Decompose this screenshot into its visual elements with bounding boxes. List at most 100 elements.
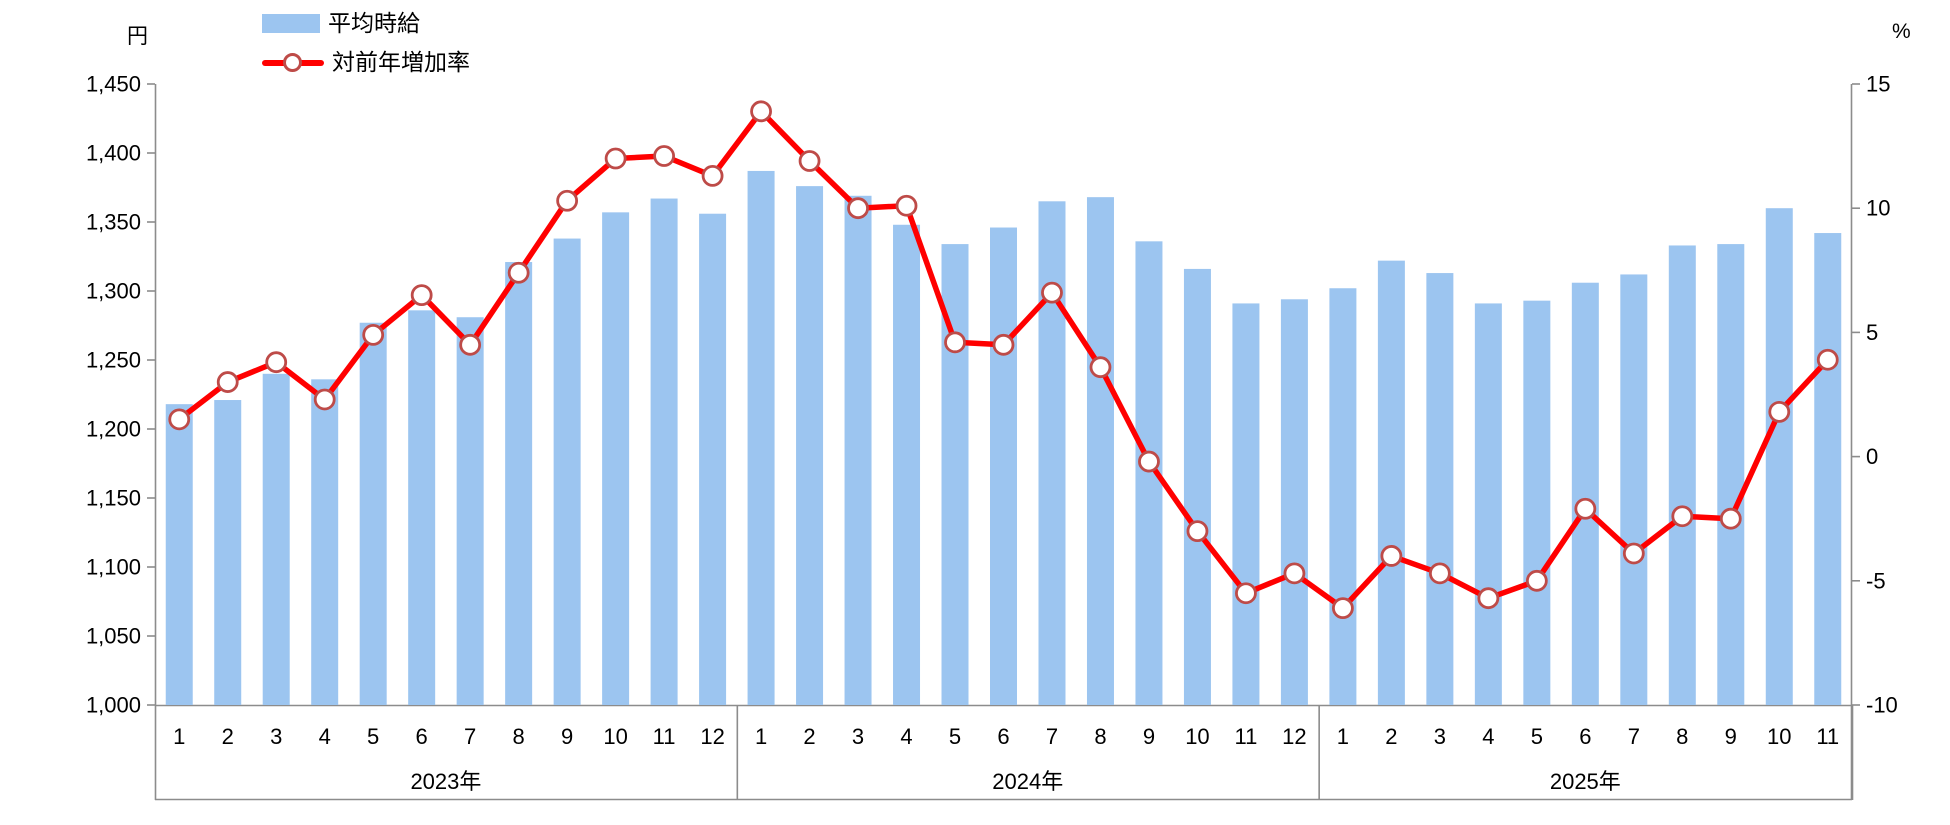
bar bbox=[1765, 208, 1793, 705]
svg-text:7: 7 bbox=[1046, 724, 1058, 749]
bar bbox=[844, 195, 872, 705]
bar bbox=[1086, 197, 1114, 705]
svg-text:0: 0 bbox=[1866, 444, 1878, 469]
line-marker bbox=[1138, 450, 1160, 473]
svg-text:1,000: 1,000 bbox=[86, 693, 141, 718]
svg-text:1: 1 bbox=[755, 724, 767, 749]
svg-text:-5: -5 bbox=[1866, 568, 1886, 593]
line-marker bbox=[168, 408, 191, 431]
line-marker bbox=[1477, 587, 1500, 610]
svg-text:1,100: 1,100 bbox=[86, 555, 141, 580]
bar bbox=[553, 238, 581, 705]
svg-text:5: 5 bbox=[949, 724, 961, 749]
line-marker bbox=[1332, 597, 1354, 620]
bar bbox=[699, 213, 727, 705]
line-marker bbox=[701, 165, 724, 187]
line-marker bbox=[1428, 562, 1451, 585]
bar bbox=[650, 198, 678, 706]
bar bbox=[1183, 268, 1211, 705]
left-axis-unit: 円 bbox=[127, 25, 148, 48]
bar bbox=[1571, 282, 1599, 705]
right-axis-ticks: -10 -5 0 5 10 15 bbox=[1852, 72, 1898, 718]
bar bbox=[1717, 244, 1745, 705]
svg-text:1,300: 1,300 bbox=[86, 279, 141, 304]
line-marker bbox=[459, 333, 482, 356]
line-marker bbox=[1671, 505, 1694, 528]
bar-series-label: 平均時給 bbox=[328, 9, 420, 36]
bar bbox=[1523, 300, 1551, 705]
svg-text:1: 1 bbox=[173, 724, 185, 749]
svg-text:3: 3 bbox=[852, 724, 864, 749]
line-marker bbox=[604, 147, 627, 170]
svg-text:10: 10 bbox=[1767, 724, 1791, 749]
svg-text:11: 11 bbox=[653, 724, 676, 749]
line-marker bbox=[895, 194, 918, 217]
svg-text:10: 10 bbox=[1866, 196, 1890, 221]
bar bbox=[408, 310, 436, 705]
svg-text:2: 2 bbox=[803, 724, 815, 749]
svg-text:1,250: 1,250 bbox=[86, 348, 141, 373]
svg-text:6: 6 bbox=[1579, 724, 1591, 749]
line-marker bbox=[1719, 507, 1742, 530]
svg-text:9: 9 bbox=[1143, 724, 1155, 749]
svg-text:2023年: 2023年 bbox=[410, 769, 481, 794]
bar bbox=[1426, 273, 1454, 705]
svg-text:4: 4 bbox=[900, 724, 912, 749]
bar bbox=[165, 404, 193, 705]
left-axis-ticks: 1,000 1,050 1,100 1,150 1,200 1,250 1,300 1,350… bbox=[86, 72, 155, 718]
svg-text:6: 6 bbox=[416, 724, 428, 749]
bar bbox=[1620, 274, 1648, 705]
svg-text:-10: -10 bbox=[1866, 693, 1898, 718]
bar bbox=[893, 224, 921, 705]
bar bbox=[359, 322, 387, 705]
svg-text:11: 11 bbox=[1816, 724, 1839, 749]
svg-text:2: 2 bbox=[222, 724, 234, 749]
bar bbox=[1280, 299, 1308, 705]
svg-text:15: 15 bbox=[1866, 72, 1890, 97]
line-marker bbox=[265, 351, 288, 374]
svg-text:1,350: 1,350 bbox=[86, 210, 141, 235]
axes bbox=[154, 84, 1853, 801]
svg-text:4: 4 bbox=[1482, 724, 1494, 749]
svg-text:5: 5 bbox=[1866, 320, 1878, 345]
line-marker bbox=[313, 388, 336, 411]
svg-text:6: 6 bbox=[997, 724, 1009, 749]
line-marker bbox=[1622, 542, 1645, 565]
svg-text:12: 12 bbox=[700, 724, 724, 749]
bar bbox=[796, 186, 824, 705]
line-marker bbox=[556, 189, 579, 212]
svg-text:5: 5 bbox=[1531, 724, 1543, 749]
bar bbox=[311, 379, 339, 705]
bar bbox=[1474, 303, 1502, 705]
bar bbox=[1814, 233, 1842, 706]
line-marker bbox=[1186, 520, 1209, 543]
line-series-swatch bbox=[262, 52, 324, 72]
svg-text:9: 9 bbox=[561, 724, 573, 749]
line-marker bbox=[216, 371, 239, 393]
svg-text:2024年: 2024年 bbox=[992, 769, 1063, 794]
svg-text:11: 11 bbox=[1235, 724, 1258, 749]
line-marker bbox=[410, 284, 433, 307]
bar bbox=[1668, 245, 1696, 705]
svg-text:5: 5 bbox=[367, 724, 379, 749]
svg-text:3: 3 bbox=[270, 724, 282, 749]
svg-text:2: 2 bbox=[1385, 724, 1397, 749]
line-marker-icon bbox=[283, 52, 302, 72]
bar bbox=[990, 227, 1017, 705]
line-marker bbox=[1380, 545, 1403, 567]
line-marker bbox=[750, 100, 772, 123]
svg-text:1: 1 bbox=[1337, 724, 1349, 749]
line-marker bbox=[798, 150, 821, 172]
svg-text:7: 7 bbox=[464, 724, 476, 749]
line-series bbox=[168, 100, 1839, 620]
chart-legend: 平均時給 対前年増加率 bbox=[262, 8, 470, 77]
line-marker bbox=[1235, 582, 1257, 605]
bar-series bbox=[165, 170, 1842, 706]
svg-text:1,150: 1,150 bbox=[86, 486, 141, 511]
bar bbox=[747, 170, 775, 705]
svg-text:7: 7 bbox=[1628, 724, 1640, 749]
svg-text:8: 8 bbox=[1676, 724, 1688, 749]
